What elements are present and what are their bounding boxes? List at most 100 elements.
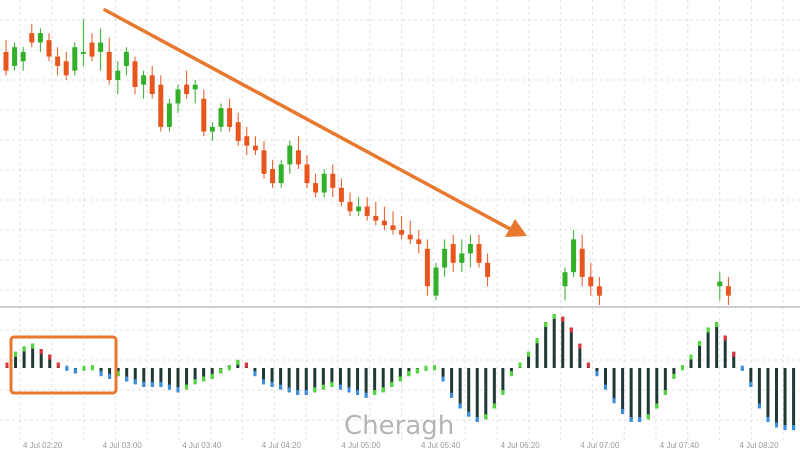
histogram-bar (655, 368, 659, 409)
candle-body (407, 234, 413, 240)
histogram-bar-tip (142, 381, 146, 387)
histogram-bar-tip (202, 376, 206, 382)
candle-body (485, 262, 491, 277)
histogram-bar-tip (398, 376, 402, 382)
candle-body (364, 206, 370, 216)
histogram-bar (48, 354, 52, 368)
histogram-bar (544, 322, 548, 368)
candle-body (192, 84, 198, 90)
histogram-bar-tip (356, 390, 360, 395)
histogram-bar-tip (544, 322, 548, 328)
candle-body (261, 150, 267, 174)
histogram-bar (715, 322, 719, 368)
histogram-bar (133, 368, 137, 385)
histogram-bar (475, 368, 479, 422)
histogram-bar (552, 314, 556, 368)
candle-body (373, 215, 379, 221)
histogram-bar (14, 351, 18, 368)
histogram-bar-tip (330, 381, 334, 387)
histogram-bar (535, 338, 539, 368)
x-tick-label: 4 Jul 07:40 (660, 441, 700, 450)
histogram-bar (484, 368, 488, 420)
candle-body (313, 183, 319, 193)
candle-body (424, 248, 430, 287)
histogram-bar (279, 368, 283, 390)
candle-body (356, 206, 362, 212)
histogram-bar (561, 316, 565, 368)
histogram-bar (578, 343, 582, 368)
histogram-bar-tip (48, 354, 52, 360)
candle-body (63, 61, 69, 76)
histogram-bar-tip (757, 403, 761, 409)
candle-body (72, 47, 78, 71)
histogram-bar (39, 349, 43, 368)
candle-body (201, 98, 207, 132)
histogram-bar-tip (347, 387, 351, 393)
x-tick-label: 4 Jul 04:20 (262, 441, 302, 450)
histogram-bar-tip (689, 354, 693, 360)
histogram-bar-tip (14, 351, 18, 357)
histogram-bar-tip (655, 403, 659, 409)
histogram-bar-tip (441, 376, 445, 382)
candle-body (149, 75, 155, 95)
candle-body (450, 244, 456, 263)
candle-body (442, 248, 448, 268)
histogram-bar (202, 368, 206, 382)
histogram-bar (398, 368, 402, 382)
histogram-bar (262, 368, 265, 385)
x-tick-label: 4 Jul 08:20 (739, 441, 779, 450)
histogram-bar-tip (621, 408, 625, 414)
histogram-bar-tip (65, 365, 69, 371)
histogram-bar (783, 368, 787, 431)
histogram-bar-tip (646, 414, 650, 420)
candle-body (37, 33, 43, 43)
downtrend-arrow-shaft (103, 8, 514, 232)
price-candles (3, 19, 731, 305)
histogram-bar (458, 368, 462, 409)
histogram-bar-tip (766, 417, 770, 422)
histogram-bar-tip (715, 322, 719, 328)
histogram-bar-tip (749, 381, 753, 387)
candle-body (123, 51, 129, 66)
histogram-bar (792, 368, 796, 431)
candle-body (338, 187, 344, 202)
histogram-bar (766, 368, 770, 422)
candle-body (433, 267, 439, 296)
histogram-bar-tip (527, 351, 531, 357)
histogram-bar-tip (133, 379, 137, 385)
histogram-bar-tip (407, 371, 411, 377)
histogram-bar (689, 354, 693, 368)
candle-body (390, 225, 396, 230)
downtrend-arrow-head (505, 219, 527, 237)
histogram-bar-tip (586, 362, 590, 368)
candle-body (725, 286, 731, 296)
histogram-bar-tip (561, 316, 565, 322)
candle-body (416, 239, 422, 245)
candle-body (459, 253, 465, 263)
candle-body (46, 40, 52, 57)
histogram-bar-tip (73, 368, 77, 374)
histogram-bar-tip (279, 384, 283, 390)
histogram-bar (270, 368, 274, 387)
candle-body (562, 272, 568, 287)
histogram-bar-tip (219, 368, 223, 374)
histogram-bar (390, 368, 394, 387)
candle-body (588, 276, 594, 287)
x-tick-label: 4 Jul 07:00 (580, 441, 620, 450)
candle-body (295, 150, 301, 165)
x-tick-label: 4 Jul 03:40 (182, 441, 222, 450)
candle-body (244, 136, 250, 146)
histogram-bar-tip (484, 414, 488, 420)
candle-body (330, 173, 336, 188)
histogram-bar (501, 368, 505, 395)
histogram-bar (749, 368, 753, 387)
histogram-bar-tip (253, 371, 257, 377)
indicator-histogram (5, 314, 796, 431)
histogram-bar (612, 368, 616, 404)
histogram-bar-tip (680, 365, 684, 371)
histogram-bar-tip (783, 425, 787, 431)
histogram-bar (757, 368, 761, 409)
candle-body (166, 103, 172, 127)
candle-body (115, 70, 121, 80)
histogram-bar (31, 343, 35, 368)
